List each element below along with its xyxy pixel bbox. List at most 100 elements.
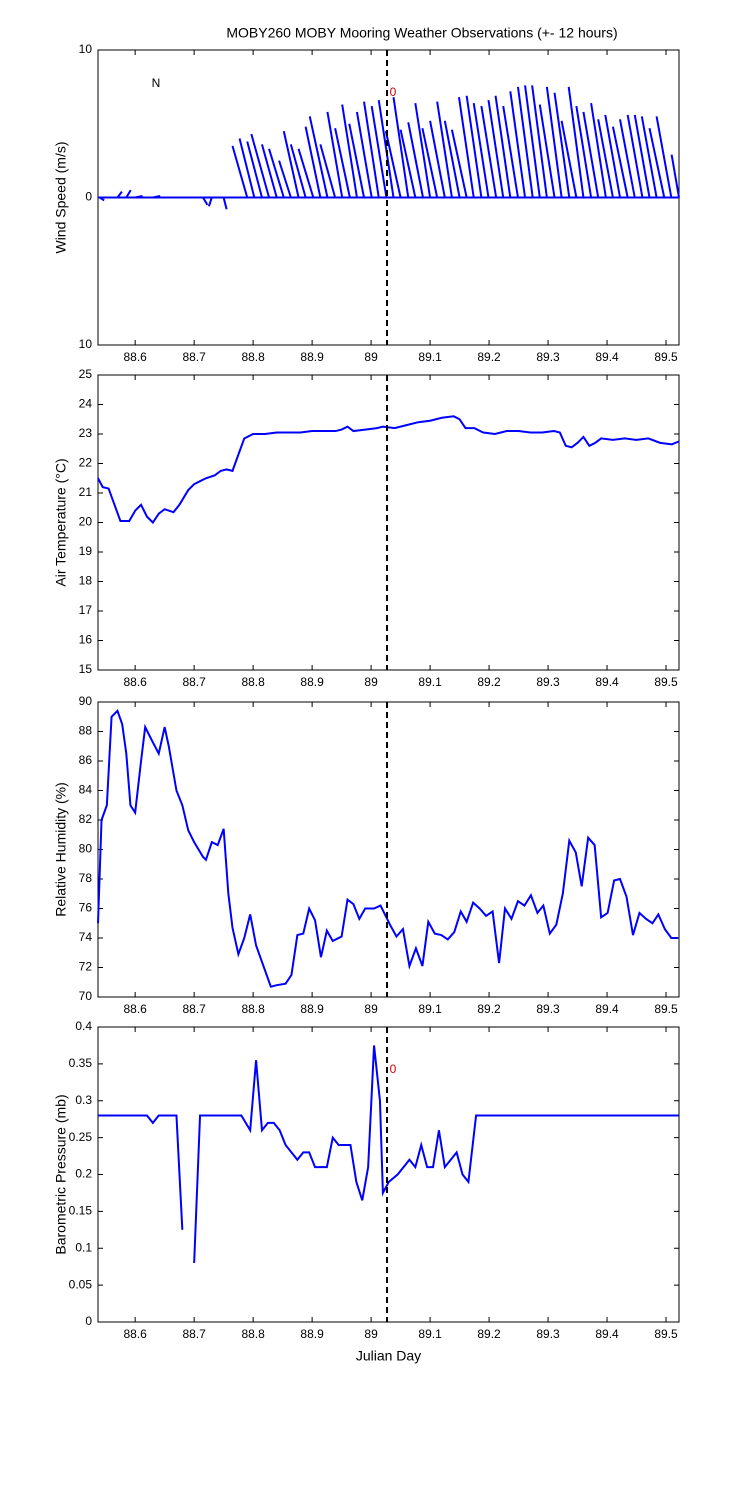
x-tick-label: 88.6 [123,1002,147,1016]
wind-stick [633,114,651,198]
x-tick-label: 88.7 [182,1002,206,1016]
wind-stick [326,111,344,198]
wind-stick [429,120,446,198]
wind-stick [655,116,673,198]
x-tick-label: 89.3 [536,1002,560,1016]
y-tick-label: 70 [79,989,93,1003]
annotation: 0 [390,85,397,99]
wind-stick [202,196,209,206]
wind-stick [611,126,629,198]
x-tick-label: 89 [364,350,378,364]
wind-stick [480,105,498,198]
y-tick-label: 0.35 [69,1056,93,1070]
x-tick-label: 88.9 [300,1002,324,1016]
wind-stick [436,101,453,198]
wind-stick [648,127,666,198]
x-tick-label: 89.2 [477,675,501,689]
y-tick-label: 82 [79,812,93,826]
x-tick-label: 89.3 [536,1327,560,1341]
x-tick-label: 88.8 [241,1002,265,1016]
x-tick-label: 88.8 [241,675,265,689]
wind-stick [531,85,548,198]
y-tick-label: 19 [79,544,93,558]
y-tick-label: 88 [79,724,93,738]
x-tick-label: 89.5 [654,1327,678,1341]
plot-area [97,701,680,998]
x-tick-label: 89.1 [418,675,442,689]
wind-stick [304,126,322,198]
x-tick-label: 88.9 [300,350,324,364]
wind-stick [363,101,380,198]
wind-stick [407,122,424,198]
y-tick-label: 80 [79,842,93,856]
wind-stick [487,100,505,198]
wind-stick [319,144,337,198]
x-tick-label: 89.5 [654,350,678,364]
wind-stick [308,116,329,198]
x-tick-label: 89.3 [536,675,560,689]
x-tick-label: 89.4 [595,350,619,364]
x-tick-label: 89.1 [418,1002,442,1016]
wind-stick [134,195,143,199]
wind-stick [516,86,534,198]
y-tick-label: 0.4 [75,1019,92,1033]
wind-stick [246,141,263,198]
x-tick-label: 89.5 [654,1002,678,1016]
y-tick-label: 21 [79,485,93,499]
y-axis-label: Wind Speed (m/s) [53,141,69,253]
wind-stick [278,160,292,198]
plot-area [97,1026,680,1323]
y-tick-label: 10 [79,42,93,56]
y-tick-label: 86 [79,753,93,767]
wind-stick [99,196,105,202]
y-tick-label: 90 [79,694,93,708]
x-tick-label: 89.5 [654,675,678,689]
x-tick-label: 88.6 [123,675,147,689]
data-line [97,709,678,988]
x-tick-label: 89.4 [595,675,619,689]
y-tick-label: 24 [79,397,93,411]
wind-stick [297,148,315,198]
y-tick-label: 20 [79,515,93,529]
x-tick-label: 89 [364,1327,378,1341]
wind-stick [377,100,395,198]
y-axis-label: Air Temperature (°C) [53,458,69,586]
y-tick-label: 16 [79,633,93,647]
wind-stick [238,138,256,198]
wind-stick [494,95,512,198]
wind-stick [597,119,614,198]
y-tick-label: 0.2 [75,1167,92,1181]
x-tick-label: 89.4 [595,1327,619,1341]
plot-area [97,374,680,671]
wind-stick [355,111,373,198]
wind-stick [560,120,578,198]
wind-stick [640,116,658,198]
wind-stick [538,104,556,198]
wind-stick [261,144,278,198]
x-tick-label: 88.7 [182,350,206,364]
x-tick-label: 88.8 [241,350,265,364]
x-tick-label: 89.2 [477,1002,501,1016]
wind-stick [334,127,351,198]
annotation: N [152,76,161,90]
data-line [98,1045,679,1264]
y-axis-label: Relative Humidity (%) [53,782,69,917]
x-tick-label: 89.2 [477,1327,501,1341]
y-tick-label: 0.15 [69,1204,93,1218]
x-tick-label: 88.6 [123,1327,147,1341]
y-tick-label: 0.3 [75,1093,92,1107]
y-tick-label: 76 [79,901,93,915]
wind-stick [465,95,483,198]
y-tick-label: 15 [79,662,93,676]
y-tick-label: 18 [79,574,93,588]
y-tick-label: 84 [79,783,93,797]
wind-stick [421,127,439,198]
x-tick-label: 89.3 [536,350,560,364]
wind-stick [443,120,461,198]
wind-stick [590,102,607,198]
x-tick-label: 89 [364,675,378,689]
wind-stick [604,114,621,198]
wind-stick [282,130,300,198]
wind-stick [207,197,213,207]
